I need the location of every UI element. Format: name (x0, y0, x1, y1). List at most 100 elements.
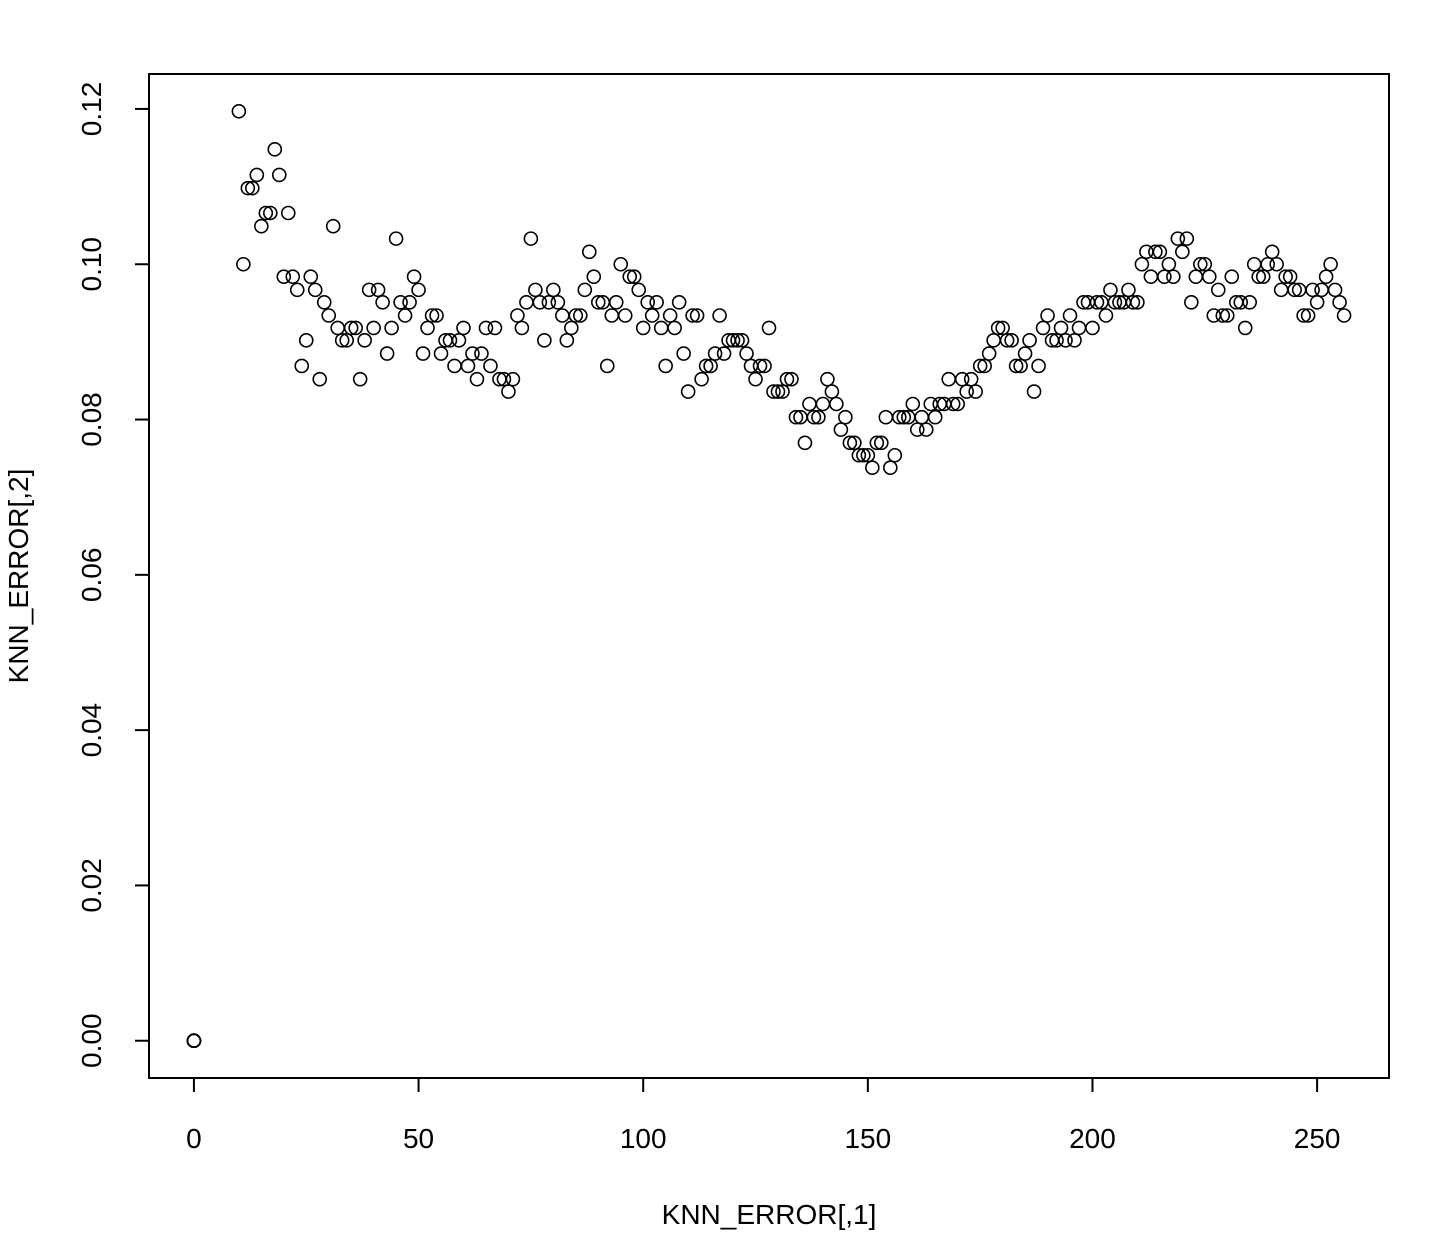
data-point (465, 346, 480, 361)
data-point (1157, 269, 1172, 284)
data-point (748, 371, 763, 387)
data-point (784, 371, 799, 387)
data-point (460, 358, 476, 374)
data-point (1327, 282, 1343, 298)
data-point (505, 371, 521, 387)
data-point (1323, 256, 1338, 272)
y-tick-label: 0.10 (76, 237, 107, 292)
x-tick-label: 200 (1069, 1123, 1116, 1154)
data-point (559, 333, 575, 348)
data-point (501, 384, 516, 399)
data-point (581, 244, 597, 260)
data-point (1282, 269, 1298, 284)
data-point (1237, 320, 1253, 336)
data-point (271, 167, 287, 183)
x-tick-label: 100 (620, 1123, 667, 1154)
data-point (874, 435, 889, 451)
data-point (433, 346, 449, 361)
data-point (1143, 269, 1159, 284)
data-point (429, 308, 444, 323)
data-point (568, 308, 584, 323)
data-point (811, 409, 826, 425)
data-point (1022, 333, 1037, 348)
data-point (231, 103, 247, 119)
data-point (478, 320, 494, 336)
data-point (891, 409, 907, 425)
data-point (752, 358, 768, 374)
data-point (334, 333, 350, 348)
data-point (1089, 294, 1105, 310)
data-point (1062, 308, 1078, 323)
data-point (1098, 308, 1114, 323)
data-point (370, 282, 386, 298)
data-point (1058, 333, 1073, 348)
data-point (1278, 269, 1293, 284)
data-point (1121, 282, 1136, 298)
data-point (676, 346, 691, 361)
data-point (927, 409, 943, 425)
data-point (537, 333, 552, 348)
data-point (757, 358, 772, 374)
data-point (519, 294, 534, 310)
data-point (1193, 256, 1208, 272)
data-point (1053, 320, 1069, 336)
y-tick-label: 0.12 (76, 82, 107, 136)
data-point (1031, 358, 1046, 374)
data-point (1309, 294, 1325, 310)
data-point (514, 320, 530, 336)
data-point (496, 371, 512, 387)
y-axis-title: KNN_ERROR[,2] (3, 469, 34, 684)
data-point (653, 320, 669, 336)
data-point (968, 384, 983, 399)
data-point (1175, 244, 1190, 260)
data-point (977, 358, 992, 374)
data-point (838, 409, 853, 425)
data-point (1130, 294, 1145, 310)
data-point (599, 358, 615, 374)
x-axis-title: KNN_ERROR[,1] (662, 1199, 877, 1230)
data-point (667, 320, 682, 336)
data-point (1273, 282, 1289, 298)
data-point (393, 294, 408, 310)
data-point (806, 409, 822, 425)
data-point (851, 447, 867, 463)
data-point (847, 435, 862, 451)
data-point (658, 358, 673, 374)
data-point (321, 308, 337, 323)
data-point (797, 435, 813, 451)
data-point (240, 180, 256, 196)
data-point (532, 294, 548, 310)
data-point (860, 447, 876, 463)
data-point (303, 269, 319, 284)
data-point (995, 320, 1010, 336)
data-point (361, 282, 377, 298)
data-point (869, 435, 885, 451)
data-point (865, 460, 880, 475)
x-tick-label: 150 (844, 1123, 891, 1154)
data-point (779, 371, 795, 387)
data-point (236, 256, 251, 272)
data-point (622, 269, 638, 284)
data-point (1251, 269, 1267, 284)
data-point (626, 269, 642, 284)
data-point (1152, 244, 1168, 260)
data-point (263, 205, 278, 221)
data-point (424, 308, 440, 323)
data-point (829, 396, 844, 412)
data-point (1260, 256, 1275, 272)
data-point (447, 358, 462, 374)
x-tick-label: 0 (186, 1123, 202, 1154)
x-tick-label: 50 (403, 1123, 434, 1154)
data-point (483, 358, 498, 374)
data-point (671, 294, 687, 310)
data-point (1013, 358, 1028, 374)
data-point (604, 308, 620, 323)
data-point (770, 384, 786, 399)
data-point (402, 294, 417, 310)
data-point (590, 294, 606, 310)
data-point (1067, 333, 1082, 348)
data-point (564, 320, 579, 336)
data-point (856, 447, 871, 463)
y-axis: 0.00 0.02 0.04 0.06 0.08 0.10 0.12 (76, 82, 150, 1068)
data-point (541, 294, 557, 310)
